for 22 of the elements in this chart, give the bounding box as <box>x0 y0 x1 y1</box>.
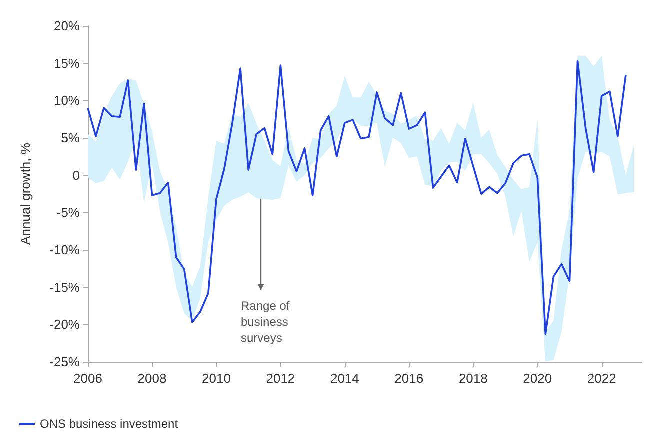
y-tick-label: -15% <box>50 280 80 295</box>
x-tick-label: 2016 <box>394 371 424 386</box>
x-tick-label: 2008 <box>138 371 167 386</box>
x-tick-label: 2020 <box>523 371 552 386</box>
x-tick-label: 2012 <box>266 371 296 386</box>
x-tick-label: 2010 <box>202 371 231 386</box>
y-tick-label: 5% <box>61 130 80 146</box>
y-tick-label: -5% <box>56 205 80 220</box>
y-tick-label: -20% <box>50 317 80 332</box>
y-axis-title: Annual growth, % <box>18 142 33 245</box>
annotation: Range of business surveys <box>241 299 294 345</box>
y-tick-label: 10% <box>54 93 80 108</box>
x-tick-label: 2014 <box>330 371 360 386</box>
y-tick-label: 20% <box>54 18 80 34</box>
y-tick-label: -10% <box>50 242 80 258</box>
x-tick-label: 2022 <box>587 371 616 386</box>
y-tick-label: -25% <box>50 354 80 370</box>
y-tick-label: 15% <box>54 56 80 71</box>
y-tick-label: 0 <box>72 168 80 183</box>
x-tick-label: 2006 <box>74 371 102 386</box>
x-tick-label: 2018 <box>458 371 488 386</box>
legend-label: ONS business investment <box>40 417 179 431</box>
